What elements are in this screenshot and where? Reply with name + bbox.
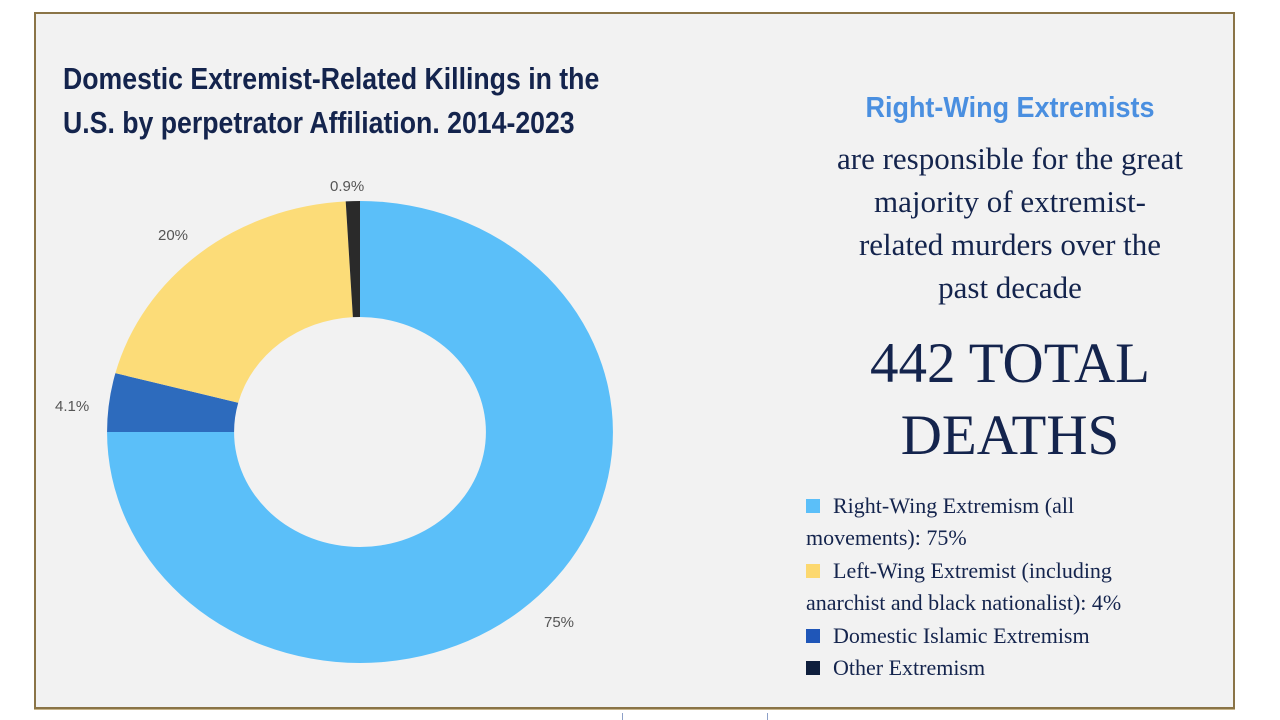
- square-swatch-icon: [806, 563, 820, 578]
- statement-line: majority of extremist-: [873, 184, 1147, 219]
- slice-label-other: 0.9%: [330, 178, 364, 195]
- legend-item-left-wing: Left-Wing Extremist (including anarchist…: [806, 555, 1226, 620]
- headline: Right-Wing Extremists: [865, 92, 1155, 124]
- square-swatch-icon: [806, 499, 820, 513]
- slice-right-wing: [107, 201, 613, 663]
- total-deaths: 442 TOTAL DEATHS: [790, 328, 1230, 472]
- legend-label: Domestic Islamic Extremism: [833, 622, 1090, 648]
- statement-line: are responsible for the great: [836, 141, 1183, 176]
- divider-tick: [622, 713, 623, 720]
- legend: Right-Wing Extremism (all movements): 75…: [806, 490, 1226, 684]
- chart-title-line-2: U.S. by perpetrator Affiliation. 2014-20…: [63, 105, 575, 140]
- legend-label-continued: anarchist and black nationalist): 4%: [806, 590, 1122, 616]
- divider-tick: [767, 713, 768, 720]
- total-deaths-line-2: DEATHS: [900, 404, 1120, 467]
- slice-islamic: [107, 373, 239, 432]
- legend-item-other: Other Extremism: [806, 652, 1226, 684]
- statement-line: related murders over the: [858, 227, 1162, 262]
- square-swatch-icon: [806, 661, 820, 676]
- legend-label: Right-Wing Extremism (all: [833, 493, 1075, 518]
- slice-other: [345, 201, 360, 318]
- legend-label: Other Extremism: [833, 655, 986, 681]
- slice-label-left-wing: 20%: [158, 227, 188, 244]
- slice-label-right-wing: 75%: [544, 614, 574, 631]
- statement-line: past decade: [938, 270, 1082, 305]
- chart-title: Domestic Extremist-Related Killings in t…: [63, 57, 768, 145]
- legend-item-islamic: Domestic Islamic Extremism: [806, 620, 1226, 652]
- legend-label-continued: movements): 75%: [806, 525, 967, 551]
- square-swatch-icon: [806, 628, 820, 643]
- slice-left-wing: [115, 201, 353, 403]
- total-deaths-line-1: 442 TOTAL: [870, 332, 1150, 395]
- chart-title-line-1: Domestic Extremist-Related Killings in t…: [63, 61, 600, 96]
- slice-label-islamic: 4.1%: [55, 398, 89, 415]
- donut-slices: [107, 201, 613, 663]
- statement-text: are responsible for the great majority o…: [790, 137, 1230, 309]
- legend-item-right-wing: Right-Wing Extremism (all movements): 75…: [806, 490, 1226, 555]
- legend-label: Left-Wing Extremist (including: [833, 557, 1112, 583]
